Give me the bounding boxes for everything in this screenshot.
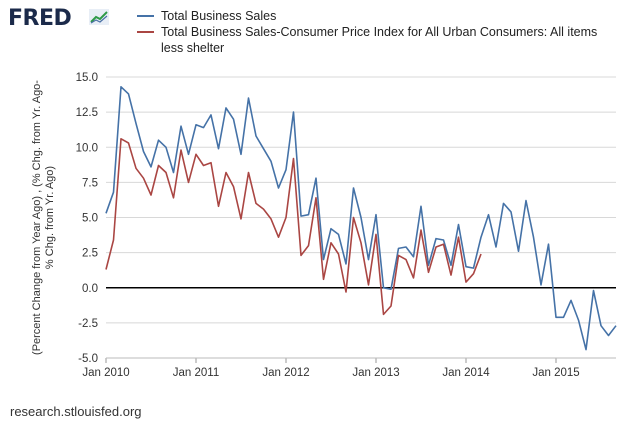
x-tick-label: Jan 2015 (532, 367, 579, 379)
y-tick-label: 7.5 (82, 177, 98, 189)
x-tick-label: Jan 2013 (352, 367, 399, 379)
y-tick-label: 0.0 (82, 283, 98, 295)
x-tick-label: Jan 2011 (173, 367, 219, 379)
legend-label-business-sales: Total Business Sales (161, 9, 277, 23)
legend-label-sales-minus-cpi: Total Business Sales-Consumer Price Inde… (161, 25, 598, 55)
x-tick-label: Jan 2014 (442, 367, 490, 379)
x-tick-label: Jan 2010 (82, 367, 129, 379)
legend-item-sales-minus-cpi: Total Business Sales-Consumer Price Inde… (137, 24, 621, 56)
legend-item-business-sales: Total Business Sales (137, 8, 621, 24)
series-line-sales-minus-cpi (105, 138, 482, 316)
y-tick-label: 15.0 (76, 72, 98, 84)
chart-legend: Total Business Sales Total Business Sale… (137, 8, 621, 56)
x-tick-label: Jan 2012 (262, 367, 309, 379)
y-tick-label: 12.5 (76, 107, 98, 119)
series-line-business-sales (105, 86, 617, 351)
y-tick-label: -5.0 (78, 353, 98, 365)
y-tick-label: 2.5 (82, 248, 98, 260)
y-axis-label-line-2: % Chg. from Yr. Ago) (44, 166, 56, 269)
y-tick-label: 5.0 (82, 213, 98, 225)
y-tick-label: 10.0 (76, 142, 98, 154)
source-footer[interactable]: research.stlouisfed.org (10, 404, 142, 419)
y-axis-label-group: (Percent Change from Year Ago) , (% Chg.… (31, 80, 56, 355)
y-axis-label-line-1: (Percent Change from Year Ago) , (% Chg.… (31, 80, 43, 355)
fred-logo: FRED (8, 6, 72, 31)
fred-chart-logo-icon (89, 9, 109, 25)
legend-swatch-sales-minus-cpi (137, 31, 154, 33)
y-tick-label: -2.5 (78, 318, 98, 330)
legend-swatch-business-sales (137, 15, 154, 17)
